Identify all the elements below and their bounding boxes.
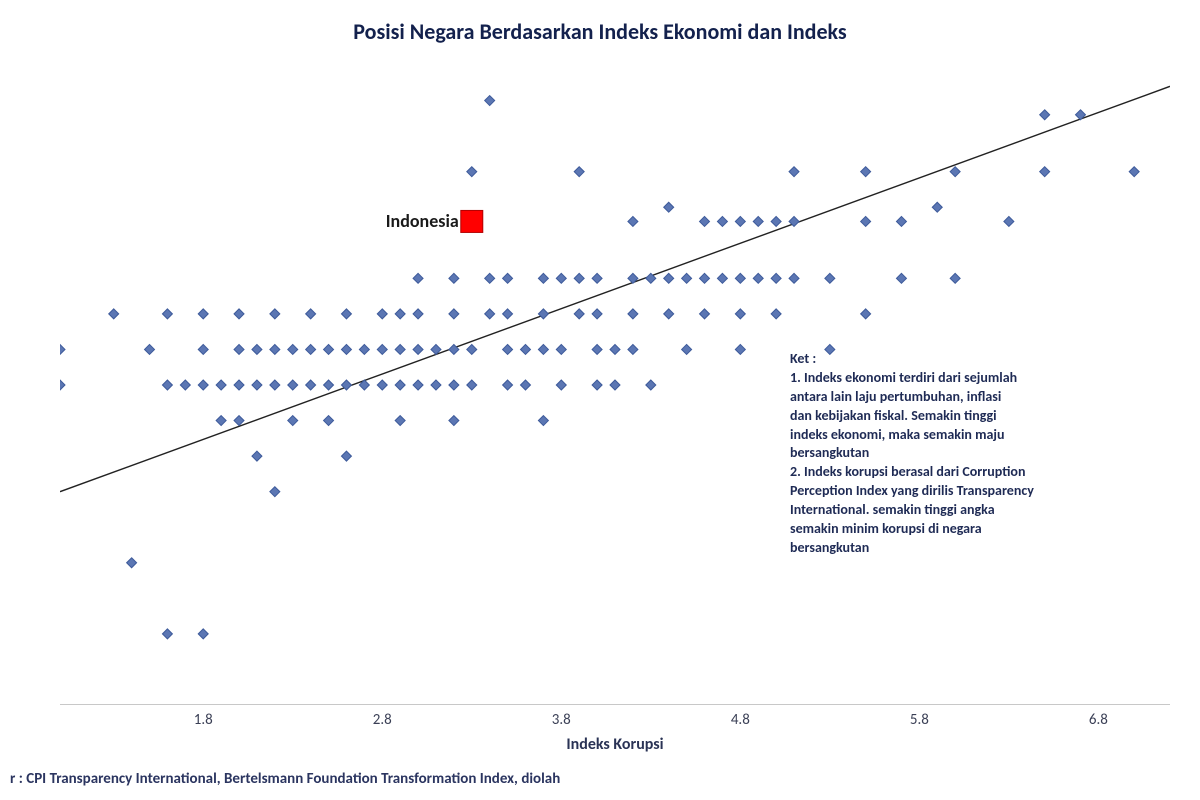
- x-tick-label: 6.8: [1089, 711, 1108, 729]
- highlight-label-indonesia: Indonesia: [386, 210, 459, 232]
- x-tick-label: 5.8: [910, 711, 929, 729]
- x-axis-label: Indeks Korupsi: [566, 735, 663, 754]
- chart-source: r : CPI Transparency International, Bert…: [10, 770, 560, 788]
- x-tick-label: 3.8: [552, 711, 571, 729]
- x-tick-label: 1.8: [194, 711, 213, 729]
- x-tick-label: 2.8: [373, 711, 392, 729]
- chart-container: Posisi Negara Berdasarkan Indeks Ekonomi…: [0, 0, 1200, 800]
- chart-legend-note: Ket : 1. Indeks ekonomi terdiri dari sej…: [790, 350, 1190, 558]
- x-tick-label: 4.8: [731, 711, 750, 729]
- chart-title: Posisi Negara Berdasarkan Indeks Ekonomi…: [0, 18, 1200, 45]
